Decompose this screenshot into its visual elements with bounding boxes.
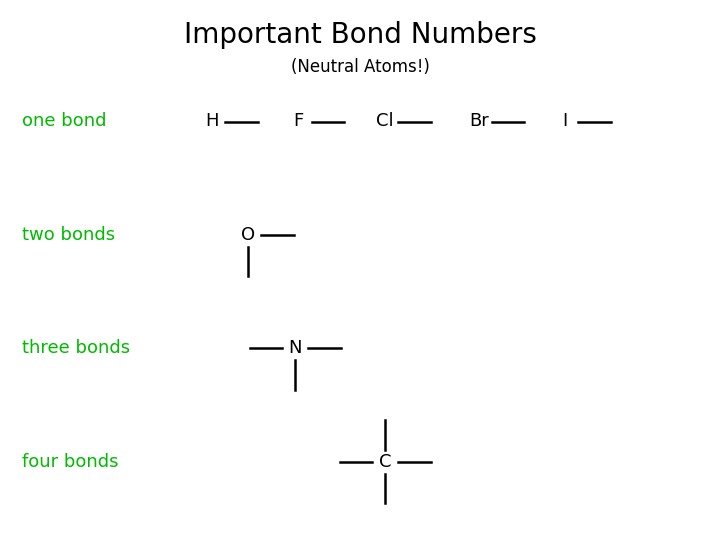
- Text: (Neutral Atoms!): (Neutral Atoms!): [291, 58, 429, 77]
- Text: three bonds: three bonds: [22, 339, 130, 357]
- Text: C: C: [379, 453, 392, 471]
- Text: Br: Br: [469, 112, 489, 131]
- Text: I: I: [562, 112, 568, 131]
- Text: Cl: Cl: [377, 112, 394, 131]
- Text: F: F: [294, 112, 304, 131]
- Text: four bonds: four bonds: [22, 453, 118, 471]
- Text: one bond: one bond: [22, 112, 106, 131]
- Text: O: O: [241, 226, 256, 244]
- Text: two bonds: two bonds: [22, 226, 114, 244]
- Text: Important Bond Numbers: Important Bond Numbers: [184, 21, 536, 49]
- Text: N: N: [289, 339, 302, 357]
- Text: H: H: [206, 112, 219, 131]
